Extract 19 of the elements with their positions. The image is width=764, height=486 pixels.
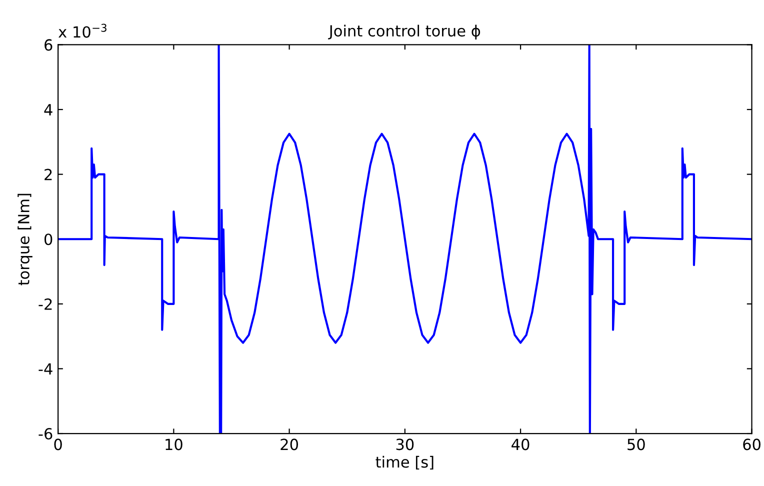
x-axis-title: time [s] [376,456,434,470]
x-tick-label: 50 [628,438,645,450]
chart-title: Joint control torue ϕ [328,24,480,40]
y-tick-label: 4 [44,104,52,116]
x-tick-label: 60 [743,438,760,450]
y-tick-label: -6 [38,428,52,440]
y-axis-title: torque [Nm] [18,194,32,286]
x-tick-label: 20 [280,438,298,450]
x-tick-label: 0 [54,438,62,450]
line-series [58,44,752,434]
x-tick-label: 40 [512,438,530,450]
x-tick-label: 30 [396,438,414,450]
y-tick-label: 0 [44,234,52,246]
y-tick-label: -4 [38,363,52,375]
y-tick-label: -2 [38,298,52,310]
text: x 10$^{−3}$ [58,24,106,38]
y-tick-label: 2 [44,168,52,180]
y-tick-label: 6 [44,39,52,51]
x-tick-label: 10 [166,438,182,450]
